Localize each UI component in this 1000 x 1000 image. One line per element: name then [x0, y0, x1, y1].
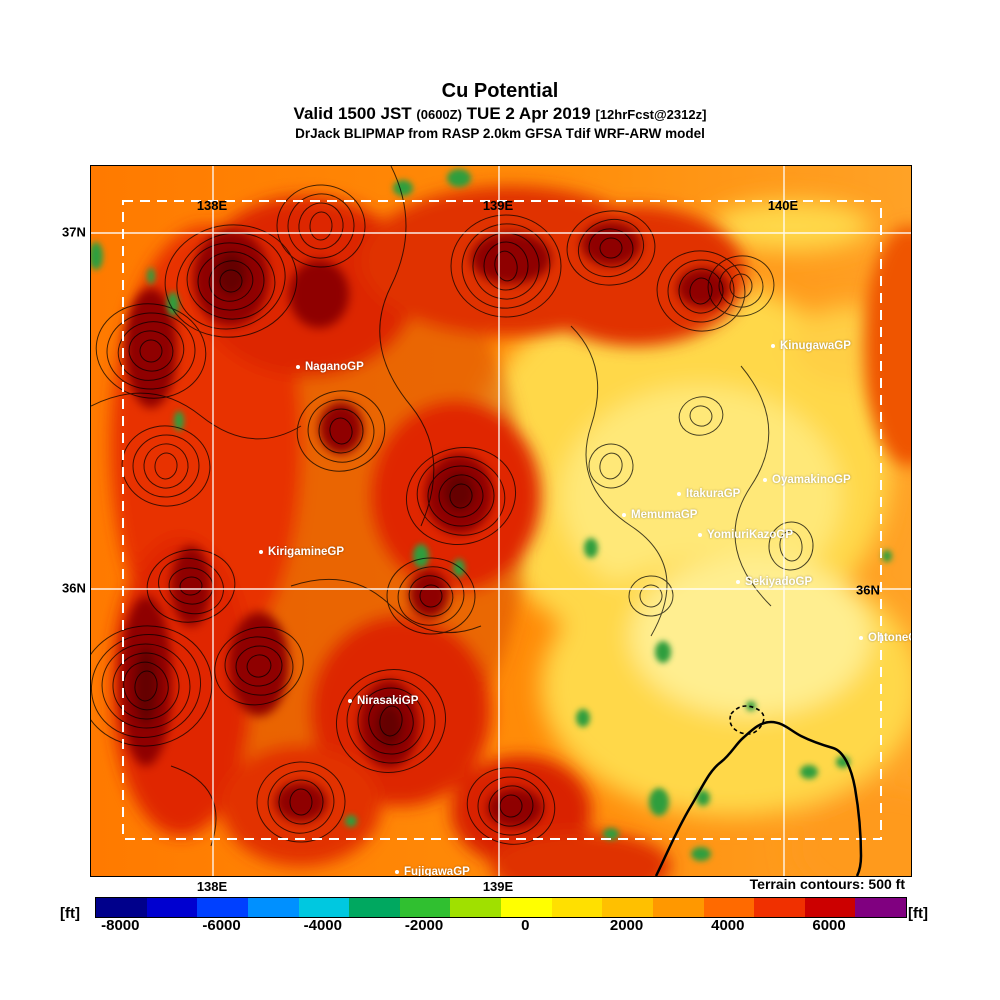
color-scale-cell — [652, 898, 704, 917]
color-scale-bar — [95, 897, 907, 918]
color-scale-tick-label: -4000 — [303, 917, 342, 934]
color-scale-tick-label: -8000 — [101, 917, 140, 934]
site-label: NaganoGP — [305, 361, 364, 373]
site-dot-icon — [395, 870, 399, 874]
site-dot-icon — [622, 513, 626, 517]
site-marker: ItakuraGP — [677, 488, 740, 500]
site-label: SekiyadoGP — [745, 576, 813, 588]
site-label: ItakuraGP — [686, 488, 741, 500]
map-canvas — [91, 166, 911, 876]
valid-date: TUE 2 Apr 2019 — [461, 104, 596, 123]
site-marker: SekiyadoGP — [736, 576, 812, 588]
color-scale-tick-label: 2000 — [609, 917, 644, 934]
color-scale-cell — [247, 898, 299, 917]
site-label: FujigawaGP — [404, 866, 470, 877]
color-scale-cell — [298, 898, 350, 917]
site-marker: KinugawaGP — [771, 340, 851, 352]
lat-tick-left: 36N — [62, 580, 86, 596]
site-marker: FujigawaGP — [395, 866, 470, 877]
color-scale-cell — [551, 898, 603, 917]
site-dot-icon — [259, 550, 263, 554]
terrain-contours — [91, 166, 814, 847]
site-label: KirigamineGP — [268, 546, 345, 558]
lat-tick-left: 37N — [62, 224, 86, 240]
color-scale-ticks: -8000 -6000 -4000 -2000 0 2000 4000 6000 — [95, 917, 905, 935]
page-title: Cu Potential — [441, 80, 559, 102]
site-marker: NirasakiGP — [348, 695, 418, 707]
color-scale-tick-label: -2000 — [404, 917, 444, 934]
unit-label-left: [ft] — [60, 905, 80, 922]
color-scale-cell — [501, 898, 552, 917]
color-scale-cell — [349, 898, 400, 917]
site-dot-icon — [698, 533, 702, 537]
site-marker: OyamakinoGP — [763, 474, 851, 486]
terrain-contours-note: Terrain contours: 500 ft — [749, 876, 905, 892]
site-dot-icon — [296, 365, 300, 369]
site-dot-icon — [677, 492, 681, 496]
color-scale-tick-label: 6000 — [812, 917, 846, 934]
site-dot-icon — [736, 580, 740, 584]
valid-prefix: Valid 1500 JST — [293, 104, 417, 123]
site-label: OyamakinoGP — [772, 474, 851, 486]
site-label: MemumaGP — [631, 509, 698, 521]
site-dot-icon — [859, 636, 863, 640]
color-scale-cell — [602, 898, 653, 917]
domain-boundary — [122, 200, 882, 840]
color-scale-cell — [703, 898, 755, 917]
site-markers-layer: NaganoGP KirigamineGP NirasakiGP FujigawaGP… — [91, 166, 911, 876]
color-scale-cell — [146, 898, 198, 917]
site-marker: OhtoneGP — [859, 632, 911, 644]
color-scale-cell — [450, 898, 501, 917]
site-marker: YomiuriKazoGP — [698, 529, 793, 541]
site-marker: MemumaGP — [622, 509, 697, 521]
site-marker: NaganoGP — [296, 361, 364, 373]
model-line: DrJack BLIPMAP from RASP 2.0km GFSA Tdif… — [295, 126, 705, 141]
green-spots — [91, 169, 892, 861]
site-label: OhtoneGP — [868, 632, 911, 644]
color-scale-cell — [754, 898, 805, 917]
site-dot-icon — [348, 699, 352, 703]
unit-label-right: [ft] — [908, 905, 928, 922]
color-scale-cell — [96, 898, 147, 917]
valid-fcst: [12hrFcst@2312z] — [595, 107, 707, 122]
site-label: NirasakiGP — [357, 695, 419, 707]
color-scale-cell — [855, 898, 906, 917]
valid-zulu: (0600Z) — [416, 107, 462, 122]
site-marker: KirigamineGP — [259, 546, 344, 558]
site-dot-icon — [771, 344, 775, 348]
latlon-grid — [91, 166, 911, 876]
color-scale-tick-label: 0 — [521, 917, 530, 934]
forecast-map: NaganoGP KirigamineGP NirasakiGP FujigawaGP… — [90, 165, 912, 877]
site-label: YomiuriKazoGP — [707, 529, 794, 541]
color-scale-tick-label: 4000 — [711, 917, 745, 934]
site-dot-icon — [763, 478, 767, 482]
site-label: KinugawaGP — [780, 340, 851, 352]
coastline — [654, 705, 863, 876]
color-scale-cell — [804, 898, 856, 917]
color-scale-tick-label: -6000 — [202, 917, 241, 934]
valid-time-line: Valid 1500 JST (0600Z) TUE 2 Apr 2019 [1… — [0, 104, 1000, 124]
color-scale-cell — [197, 898, 248, 917]
color-scale-cell — [399, 898, 451, 917]
